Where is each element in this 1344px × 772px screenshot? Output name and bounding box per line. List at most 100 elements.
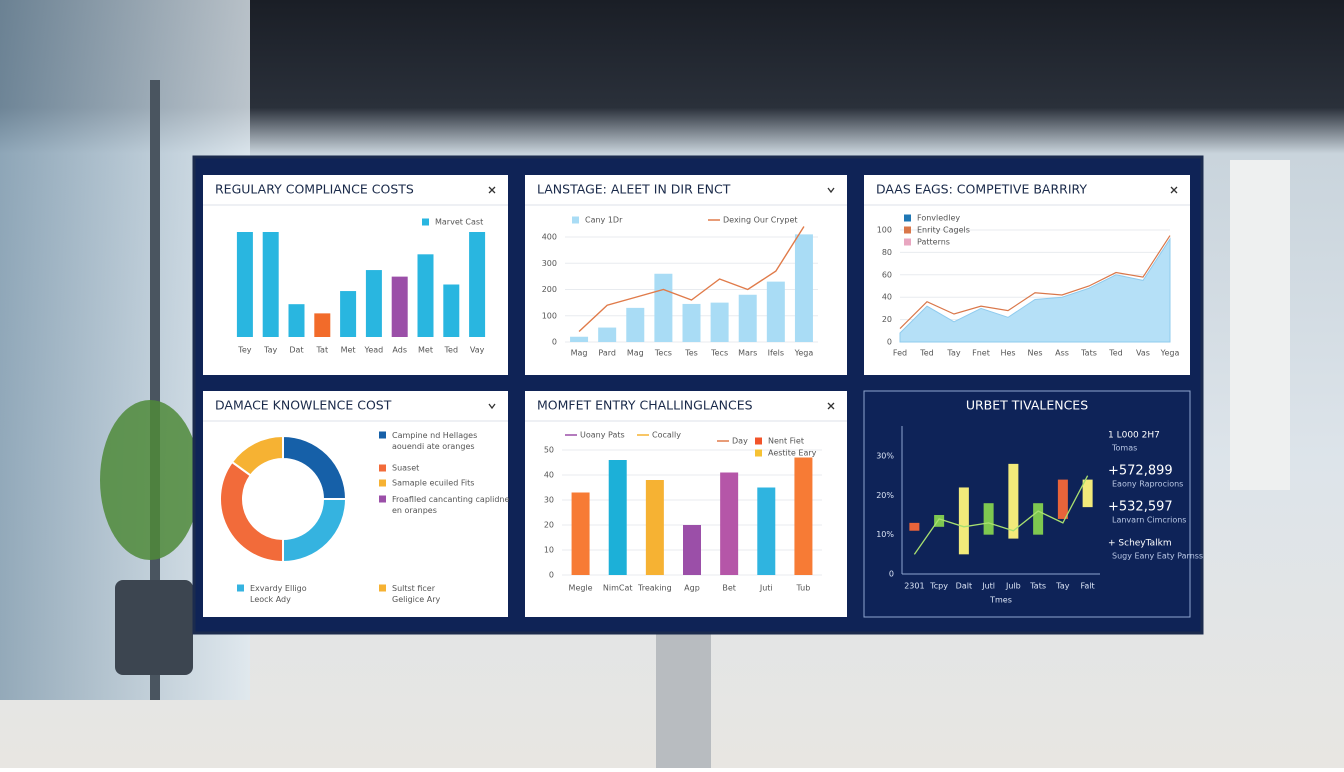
bar — [443, 284, 460, 337]
legend-label: Campine nd Hellages aouendi ate oranges — [392, 431, 477, 451]
x-tick-label: Juti — [759, 584, 773, 593]
line-series — [899, 235, 1171, 329]
legend-label: Nent Fiet — [768, 437, 804, 446]
bar — [469, 232, 486, 337]
x-tick-label: Dat — [289, 346, 303, 355]
bar — [598, 327, 617, 342]
y-tick-label: 10% — [876, 530, 894, 539]
panel-title: REGULARY COMPLIANCE COSTS — [215, 182, 414, 197]
legend-line-text: Exvardy Elligo — [250, 584, 307, 593]
x-tick-label: Mag — [571, 349, 588, 358]
x-tick-label: Tay — [1055, 582, 1069, 591]
legend-label: Dexing Our Crypet — [723, 216, 798, 225]
x-tick-label: Nes — [1027, 349, 1042, 358]
area-series — [899, 237, 1171, 343]
bar — [766, 281, 785, 342]
legend-label: Patterns — [917, 238, 950, 247]
y-tick-label: 0 — [552, 338, 557, 347]
x-tick-label: Tats — [1080, 349, 1097, 358]
x-tick-label: Tey — [237, 346, 251, 355]
legend-label: Fonvledley — [917, 214, 960, 223]
panel: URBET TIVALENCES 0 10% 20% 30% 2301 Tcpy Dalt Ju… — [863, 390, 1203, 618]
bar — [262, 232, 279, 337]
candle-body — [1008, 463, 1019, 539]
legend-label: Enrity Cagels — [917, 226, 970, 235]
legend-swatch — [237, 584, 244, 592]
bar — [365, 270, 382, 337]
x-tick-label: Dalt — [956, 582, 972, 591]
panel: DAMACE KNOWLENCE COST Campine nd Hellages… — [203, 391, 510, 617]
x-tick-label: Ass — [1055, 349, 1069, 358]
y-tick-label: 40 — [882, 293, 892, 302]
x-tick-label: Yega — [794, 349, 814, 358]
y-tick-label: 30 — [544, 496, 554, 505]
legend-label: Aestite Eary — [768, 449, 817, 458]
legend-line-text: Leock Ady — [250, 595, 291, 604]
x-tick-label: Julb — [1005, 582, 1021, 591]
y-tick-label: 50 — [544, 446, 554, 455]
x-tick-label: Tay — [946, 349, 960, 358]
y-tick-label: 80 — [882, 248, 892, 257]
stat-value: +572,899 — [1108, 464, 1173, 479]
legend-swatch — [904, 214, 911, 222]
close-icon[interactable] — [1170, 186, 1178, 194]
candle-body — [958, 487, 969, 555]
x-tick-label: Tes — [684, 349, 698, 358]
legend-label: Marvet Cast — [435, 218, 483, 227]
legend-label: Sultst ficer Geligice Ary — [392, 584, 440, 604]
bar — [757, 487, 776, 575]
stat-label: Lanvarn Cimcrions — [1112, 516, 1186, 525]
legend-swatch — [422, 218, 429, 226]
x-tick-label: Ted — [1108, 349, 1123, 358]
legend-swatch — [904, 238, 911, 246]
bar — [682, 303, 701, 342]
panel-title: URBET TIVALENCES — [966, 398, 1088, 413]
bar — [626, 307, 645, 342]
bar — [645, 480, 664, 575]
legend-label: Uoany Pats — [580, 431, 625, 440]
x-tick-label: Pard — [598, 349, 616, 358]
legend-label: Cocally — [652, 431, 681, 440]
x-tick-label: Ads — [392, 346, 407, 355]
panel: DAAS EAGS: COMPETIVE BARRIRY 0 20 40 60 80 100… — [864, 175, 1190, 375]
panel: REGULARY COMPLIANCE COSTS Tey Tay Dat Tat Met… — [203, 175, 508, 375]
legend-line-text: aouendi ate oranges — [392, 442, 475, 451]
x-axis-label: Tmes — [989, 596, 1012, 605]
panel-title: DAMACE KNOWLENCE COST — [215, 398, 392, 413]
plant — [100, 400, 200, 560]
y-tick-label: 30% — [876, 452, 894, 461]
legend-swatch — [904, 226, 911, 234]
y-tick-label: 60 — [882, 270, 892, 279]
chevron-icon[interactable] — [488, 403, 496, 410]
x-tick-label: Met — [341, 346, 356, 355]
stat-label: Tomas — [1111, 444, 1137, 453]
column — [1230, 160, 1290, 490]
x-tick-label: Tcpy — [929, 582, 948, 591]
chevron-icon[interactable] — [827, 187, 835, 194]
legend-line-text: en oranpes — [392, 506, 437, 515]
x-tick-label: Mag — [627, 349, 644, 358]
stand — [656, 632, 711, 768]
panel-bg — [863, 390, 1191, 618]
bar — [571, 492, 590, 575]
line-series — [913, 475, 1089, 555]
bar — [608, 460, 627, 575]
candle-body — [983, 503, 994, 535]
y-tick-label: 200 — [542, 285, 557, 294]
bar — [738, 294, 757, 342]
bar — [683, 525, 701, 575]
x-tick-label: Ted — [919, 349, 934, 358]
bar — [710, 302, 729, 342]
x-tick-label: Treaking — [637, 584, 672, 593]
y-tick-label: 100 — [877, 226, 892, 235]
y-tick-label: 20 — [544, 521, 554, 530]
x-tick-label: NimCat — [603, 584, 633, 593]
close-icon[interactable] — [488, 186, 496, 194]
x-tick-label: Vay — [470, 346, 485, 355]
legend-label: Suaset — [392, 464, 419, 473]
bar — [417, 254, 434, 337]
panel-title: DAAS EAGS: COMPETIVE BARRIRY — [876, 182, 1087, 197]
close-icon[interactable] — [827, 402, 835, 410]
legend-line-text: Campine nd Hellages — [392, 431, 477, 440]
donut-segment — [230, 434, 284, 477]
